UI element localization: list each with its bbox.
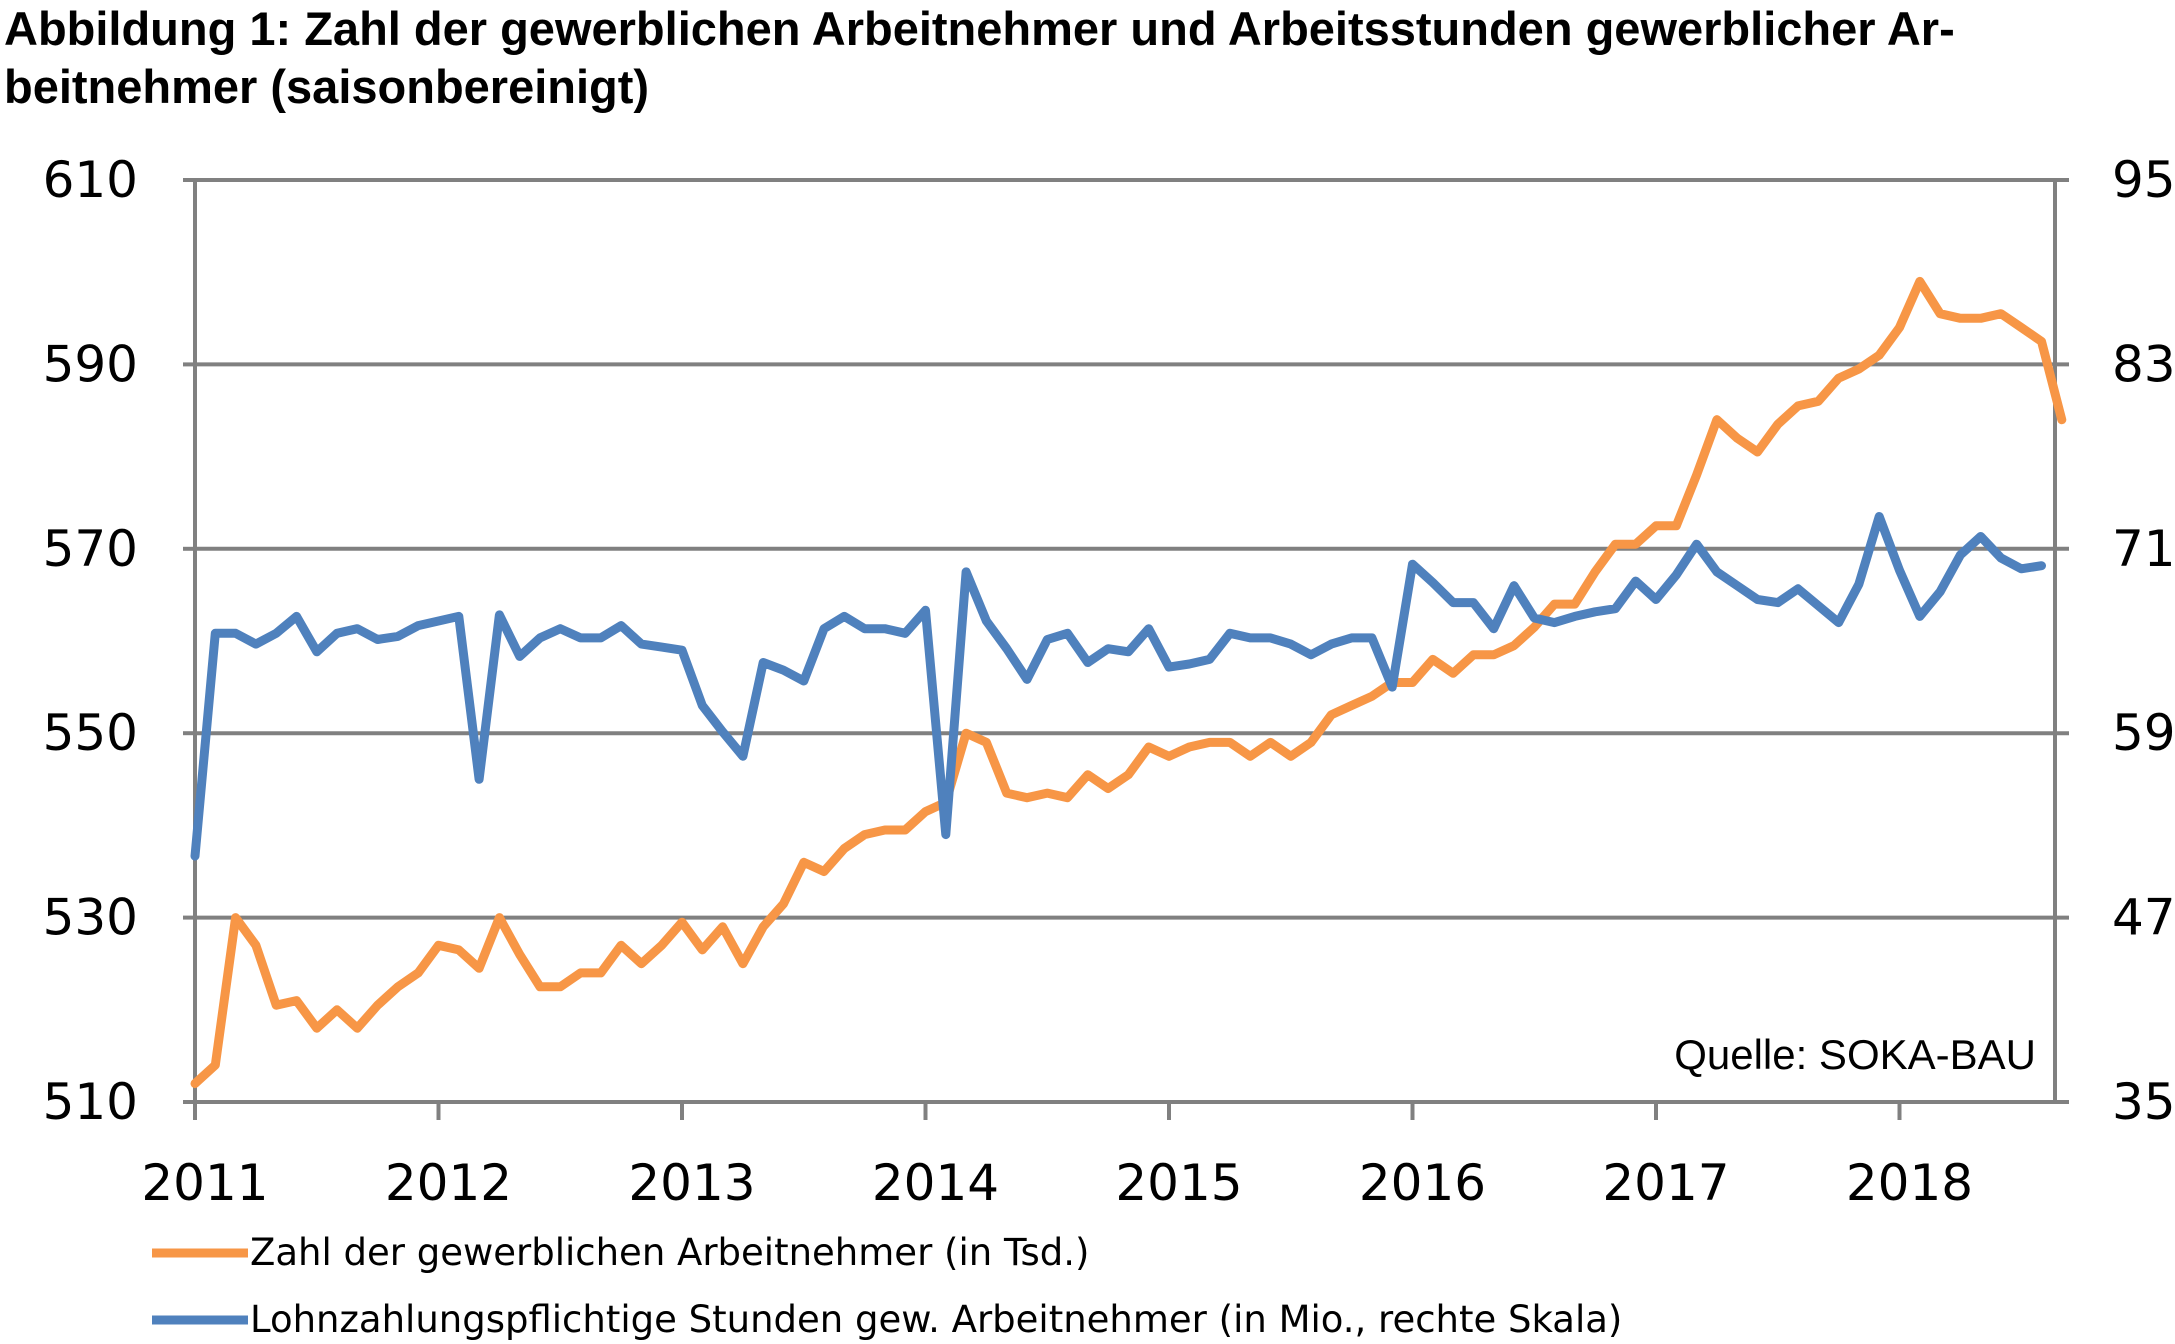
hours-series-line [190, 512, 2046, 861]
left-tick-label: 530 [43, 889, 138, 947]
legend: Zahl der gewerblichen Arbeitnehmer (in T… [152, 1231, 1622, 1341]
chart-title: Abbildung 1: Zahl der gewerblichen Arbei… [4, 0, 2164, 116]
left-axis-ticks: 610 590 570 550 530 510 [43, 151, 138, 1131]
series-lines [190, 276, 2067, 1089]
x-tick-label: 2012 [385, 1154, 512, 1212]
left-tick-label: 590 [43, 335, 138, 393]
right-tick-label: 95 [2112, 151, 2175, 209]
legend-label: Lohnzahlungspflichtige Stunden gew. Arbe… [250, 1298, 1622, 1341]
source-note: Quelle: SOKA-BAU [1674, 1031, 2036, 1078]
left-tick-label: 550 [43, 704, 138, 762]
right-tick-label: 83 [2112, 335, 2175, 393]
chart-title-line-2: beitnehmer (saisonbereinigt) [4, 60, 650, 113]
legend-label: Zahl der gewerblichen Arbeitnehmer (in T… [250, 1231, 1089, 1274]
right-axis-ticks: 95 83 71 59 47 35 [2112, 151, 2175, 1131]
left-tick-label: 570 [43, 520, 138, 578]
left-tick-label: 610 [43, 151, 138, 209]
x-axis-ticks: 2011 2012 2013 2014 2015 2016 2017 2018 [141, 1102, 1973, 1212]
x-tick-label: 2014 [872, 1154, 999, 1212]
gridlines [183, 178, 2069, 1104]
axes [193, 180, 2057, 1102]
left-tick-label: 510 [43, 1073, 138, 1131]
right-tick-label: 59 [2112, 704, 2175, 762]
x-tick-label: 2011 [141, 1154, 268, 1212]
employees-series-line [190, 276, 2067, 1089]
chart-title-line-1: Abbildung 1: Zahl der gewerblichen Arbei… [4, 2, 1955, 55]
x-tick-label: 2018 [1846, 1154, 1973, 1212]
x-tick-label: 2013 [628, 1154, 755, 1212]
right-tick-label: 71 [2112, 520, 2175, 578]
right-tick-label: 35 [2112, 1073, 2175, 1131]
x-tick-label: 2016 [1359, 1154, 1486, 1212]
x-tick-label: 2017 [1602, 1154, 1729, 1212]
right-tick-label: 47 [2112, 889, 2175, 947]
x-tick-label: 2015 [1115, 1154, 1242, 1212]
